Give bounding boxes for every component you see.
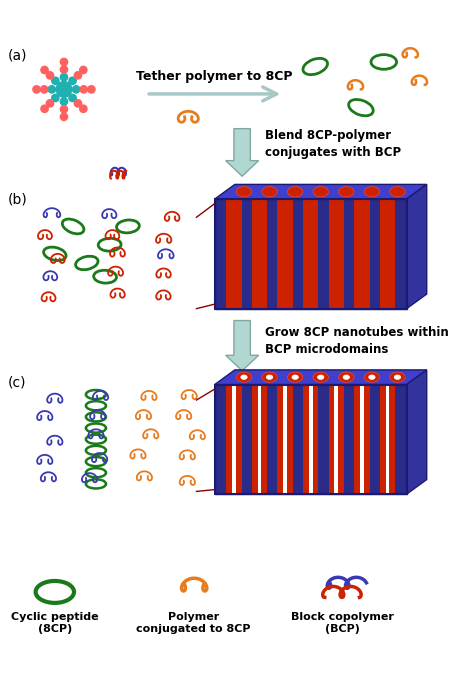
Circle shape	[48, 85, 55, 93]
Circle shape	[88, 85, 95, 93]
Circle shape	[52, 77, 59, 84]
Circle shape	[60, 74, 68, 81]
Circle shape	[41, 105, 48, 113]
Circle shape	[74, 72, 82, 79]
FancyBboxPatch shape	[309, 384, 312, 494]
Ellipse shape	[318, 375, 324, 379]
Ellipse shape	[390, 186, 405, 197]
Ellipse shape	[287, 186, 303, 197]
Circle shape	[60, 58, 68, 65]
Circle shape	[60, 98, 68, 105]
FancyBboxPatch shape	[303, 199, 319, 309]
Text: (a): (a)	[7, 48, 27, 63]
Ellipse shape	[338, 186, 354, 197]
Ellipse shape	[262, 186, 277, 197]
FancyBboxPatch shape	[328, 199, 344, 309]
Text: Cyclic peptide
(8CP): Cyclic peptide (8CP)	[11, 612, 99, 634]
Ellipse shape	[237, 186, 252, 197]
FancyBboxPatch shape	[277, 384, 293, 494]
FancyBboxPatch shape	[226, 384, 242, 494]
FancyBboxPatch shape	[334, 384, 338, 494]
Circle shape	[33, 85, 40, 93]
Text: Polymer
conjugated to 8CP: Polymer conjugated to 8CP	[137, 612, 251, 634]
Text: Grow 8CP nanotubes within
BCP microdomains: Grow 8CP nanotubes within BCP microdomai…	[265, 326, 449, 356]
FancyBboxPatch shape	[257, 384, 262, 494]
Circle shape	[60, 66, 68, 73]
FancyBboxPatch shape	[380, 384, 395, 494]
Ellipse shape	[343, 375, 349, 379]
Ellipse shape	[394, 375, 401, 379]
FancyBboxPatch shape	[354, 384, 370, 494]
Ellipse shape	[364, 372, 380, 382]
FancyBboxPatch shape	[252, 199, 267, 309]
Ellipse shape	[313, 186, 328, 197]
Circle shape	[60, 106, 68, 113]
Circle shape	[57, 83, 64, 90]
Ellipse shape	[262, 372, 277, 382]
Circle shape	[60, 90, 68, 97]
Text: (c): (c)	[7, 375, 26, 389]
Circle shape	[60, 81, 68, 88]
Circle shape	[69, 95, 76, 101]
Circle shape	[64, 83, 71, 90]
Ellipse shape	[313, 372, 328, 382]
Circle shape	[60, 113, 68, 120]
FancyBboxPatch shape	[354, 199, 370, 309]
Circle shape	[64, 89, 71, 96]
FancyBboxPatch shape	[215, 199, 407, 309]
Ellipse shape	[364, 186, 380, 197]
Ellipse shape	[369, 375, 375, 379]
FancyBboxPatch shape	[385, 384, 389, 494]
Text: Blend 8CP-polymer
conjugates with BCP: Blend 8CP-polymer conjugates with BCP	[265, 129, 401, 159]
Circle shape	[69, 77, 76, 84]
Ellipse shape	[241, 375, 247, 379]
Circle shape	[56, 85, 63, 93]
Polygon shape	[215, 184, 427, 199]
Circle shape	[57, 89, 64, 96]
Circle shape	[80, 105, 87, 113]
Text: (b): (b)	[7, 193, 27, 206]
FancyBboxPatch shape	[328, 384, 344, 494]
Ellipse shape	[237, 372, 252, 382]
Circle shape	[80, 66, 87, 74]
Circle shape	[74, 99, 82, 107]
FancyBboxPatch shape	[283, 384, 287, 494]
Polygon shape	[226, 320, 259, 371]
Ellipse shape	[338, 372, 354, 382]
FancyBboxPatch shape	[215, 384, 407, 494]
FancyBboxPatch shape	[360, 384, 364, 494]
Polygon shape	[226, 129, 259, 176]
Circle shape	[46, 72, 54, 79]
Polygon shape	[407, 370, 427, 494]
Ellipse shape	[266, 375, 273, 379]
Circle shape	[52, 95, 59, 101]
Ellipse shape	[292, 375, 298, 379]
Polygon shape	[407, 184, 427, 309]
FancyBboxPatch shape	[226, 199, 242, 309]
Circle shape	[65, 85, 72, 93]
FancyBboxPatch shape	[303, 384, 319, 494]
Text: Tether polymer to 8CP: Tether polymer to 8CP	[137, 70, 293, 83]
Circle shape	[41, 66, 48, 74]
Ellipse shape	[390, 372, 405, 382]
Text: Block copolymer
(BCP): Block copolymer (BCP)	[291, 612, 394, 634]
FancyBboxPatch shape	[232, 384, 236, 494]
Ellipse shape	[287, 372, 303, 382]
FancyBboxPatch shape	[277, 199, 293, 309]
Polygon shape	[215, 370, 427, 384]
Circle shape	[73, 85, 80, 93]
Circle shape	[40, 85, 48, 93]
Circle shape	[80, 85, 87, 93]
Circle shape	[46, 99, 54, 107]
FancyBboxPatch shape	[380, 199, 395, 309]
FancyBboxPatch shape	[252, 384, 267, 494]
